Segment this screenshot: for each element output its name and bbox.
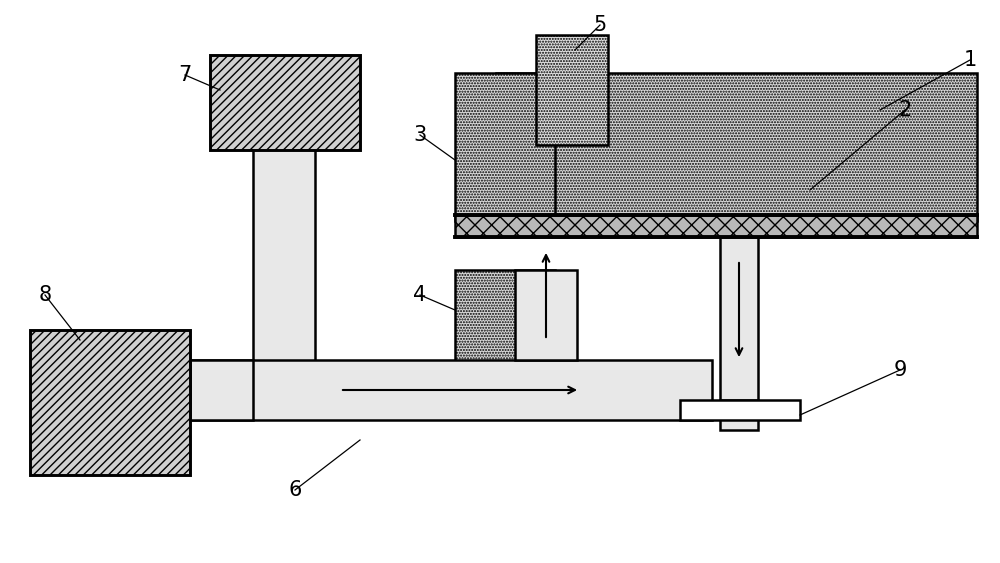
Bar: [455, 270, 555, 370]
Bar: [720, 400, 758, 430]
Bar: [536, 35, 608, 145]
Bar: [182, 360, 712, 420]
Text: 1: 1: [963, 50, 977, 70]
Bar: [210, 55, 360, 150]
Bar: [720, 215, 758, 415]
Text: 2: 2: [898, 100, 912, 120]
Bar: [30, 330, 190, 475]
Bar: [680, 400, 800, 420]
Bar: [496, 73, 977, 221]
Text: 7: 7: [178, 65, 192, 85]
Bar: [515, 270, 577, 360]
Text: 5: 5: [593, 15, 607, 35]
Text: 3: 3: [413, 125, 427, 145]
Bar: [455, 73, 555, 221]
Text: 4: 4: [413, 285, 427, 305]
Bar: [455, 215, 977, 237]
Bar: [190, 360, 253, 420]
Bar: [253, 130, 315, 400]
Text: 6: 6: [288, 480, 302, 500]
Text: 8: 8: [38, 285, 52, 305]
Text: 9: 9: [893, 360, 907, 380]
